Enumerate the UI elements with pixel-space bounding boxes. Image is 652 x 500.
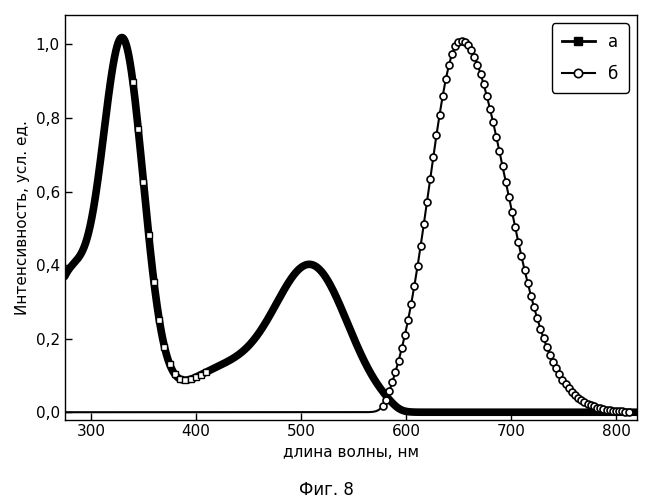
Text: Фиг. 8: Фиг. 8 (299, 481, 353, 499)
Y-axis label: Интенсивность, усл. ед.: Интенсивность, усл. ед. (15, 120, 30, 314)
Legend: а, б: а, б (552, 24, 629, 92)
X-axis label: длина волны, нм: длина волны, нм (283, 445, 419, 460)
